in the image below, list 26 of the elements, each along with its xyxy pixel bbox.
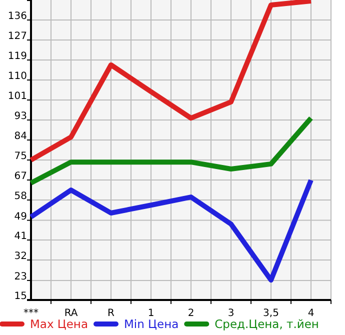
y-tick-label: 84 bbox=[14, 131, 27, 142]
y-tick-label: 75 bbox=[14, 150, 27, 162]
y-tick-label: 32 bbox=[14, 250, 27, 262]
y-tick-label: 93 bbox=[14, 110, 27, 122]
y-tick-label: 23 bbox=[14, 271, 27, 282]
legend-label: Max Цена bbox=[30, 317, 88, 331]
x-tick-label: 3,5 bbox=[263, 308, 279, 319]
x-tick-label: 2 bbox=[188, 308, 194, 319]
y-tick-label: 58 bbox=[14, 191, 27, 202]
y-tick-label: 15 bbox=[14, 291, 27, 302]
y-tick-label: 127 bbox=[8, 30, 27, 42]
x-tick-label: R bbox=[108, 308, 115, 319]
y-tick-label: 67 bbox=[14, 170, 27, 182]
x-tick-label: *** bbox=[24, 308, 38, 319]
x-tick-label: 3 bbox=[228, 308, 234, 319]
legend-label: Сред.Цена, т.йен bbox=[214, 317, 319, 331]
y-tick-label: 136 bbox=[8, 10, 27, 22]
x-tick-label: 1 bbox=[148, 308, 154, 319]
y-tick-label: 49 bbox=[14, 211, 27, 222]
x-tick-label: RA bbox=[64, 308, 78, 319]
x-tick-label: 4 bbox=[308, 308, 314, 319]
y-tick-label: 119 bbox=[8, 51, 27, 62]
y-tick-label: 41 bbox=[14, 230, 27, 242]
y-tick-label: 110 bbox=[8, 71, 27, 82]
legend-label: Min Цена bbox=[124, 317, 179, 331]
y-tick-label: 101 bbox=[8, 90, 27, 102]
